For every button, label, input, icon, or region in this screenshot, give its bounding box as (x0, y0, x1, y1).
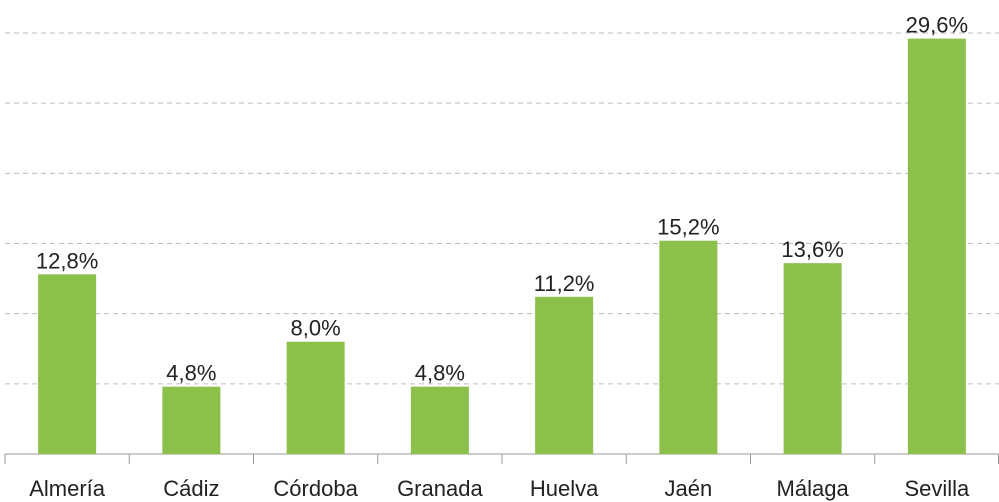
x-tick-label: Granada (397, 476, 483, 501)
bar (410, 386, 469, 454)
bar (783, 263, 842, 454)
bar (907, 38, 966, 454)
data-label: 8,0% (291, 316, 341, 341)
data-label: 29,6% (906, 13, 968, 38)
x-tick-label: Sevilla (904, 476, 970, 501)
bar (162, 386, 221, 454)
x-tick-label: Jaén (665, 476, 713, 501)
data-label: 4,8% (166, 361, 216, 386)
data-label: 15,2% (657, 215, 719, 240)
x-tick-label: Córdoba (273, 476, 358, 501)
bar (659, 240, 718, 454)
data-label: 11,2% (534, 271, 595, 296)
data-label: 13,6% (781, 237, 843, 262)
x-tick-label: Almería (29, 476, 106, 501)
bar (38, 274, 97, 454)
x-tick-label: Cádiz (163, 476, 219, 501)
data-label: 4,8% (415, 361, 465, 386)
x-tick-label: Huelva (530, 476, 599, 501)
bar (286, 341, 345, 454)
bar (535, 296, 594, 454)
x-tick-label: Málaga (777, 476, 850, 501)
data-label: 12,8% (36, 248, 98, 273)
